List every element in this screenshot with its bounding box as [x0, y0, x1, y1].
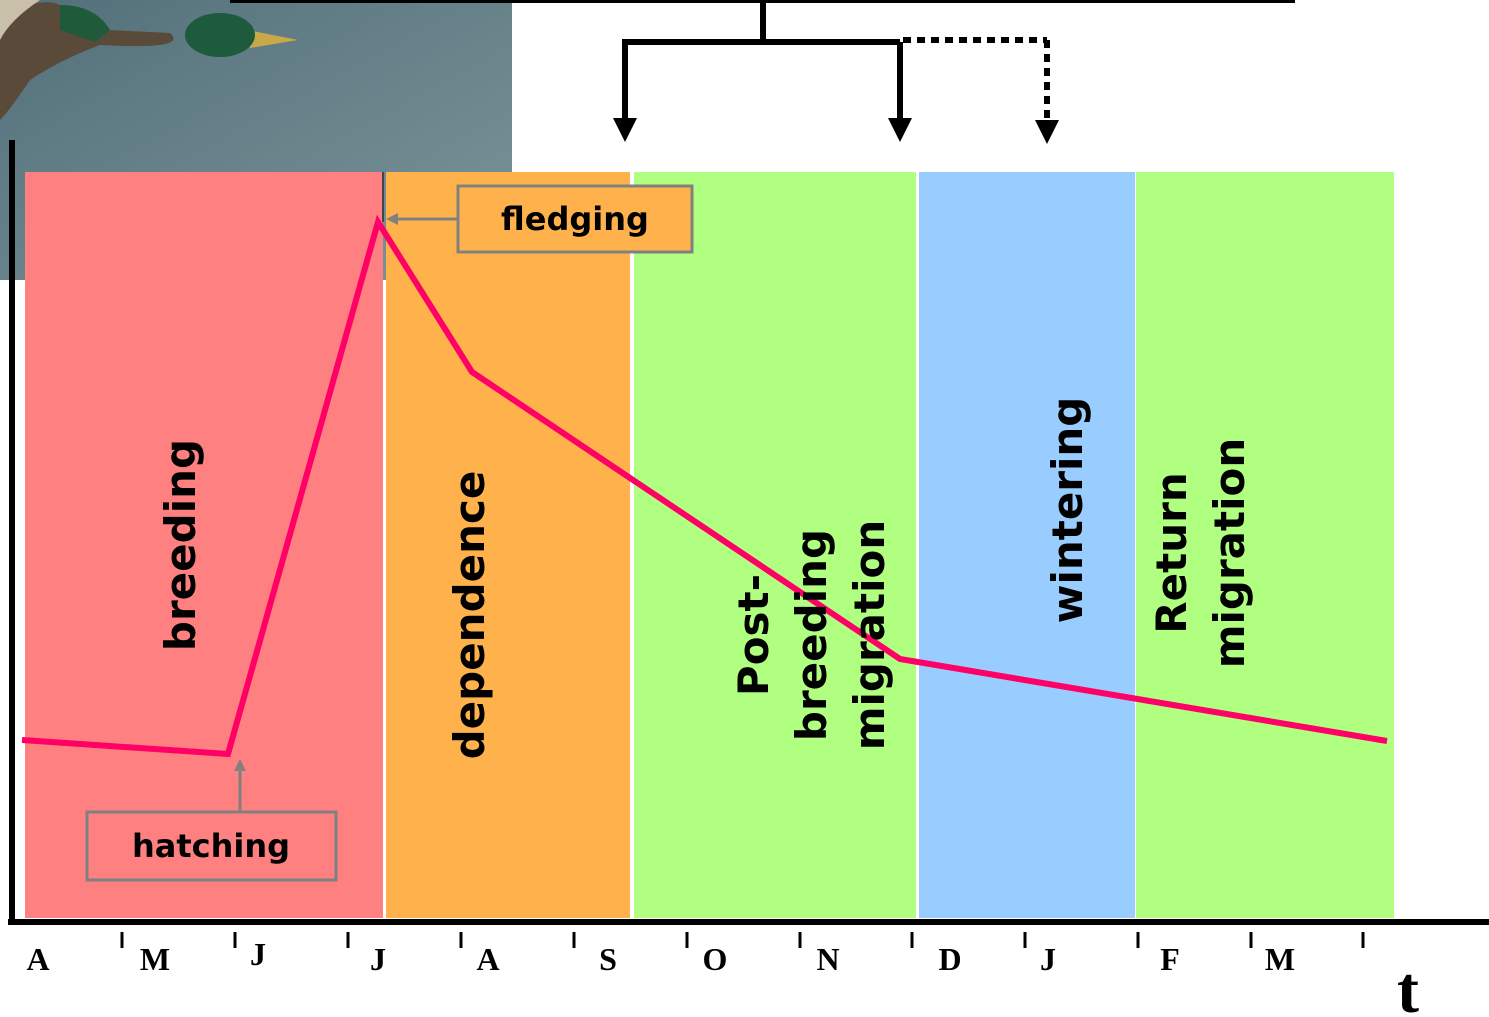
phase-label: breeding [156, 439, 205, 651]
hatching-box [85, 810, 338, 882]
month-label: J [1040, 941, 1056, 977]
band-return [1136, 172, 1394, 918]
phase-label: dependence [445, 471, 494, 760]
fledging-arrowhead [386, 213, 398, 225]
fledging-box [456, 184, 694, 254]
month-label: D [938, 941, 961, 977]
curve [21, 214, 1388, 758]
month-label: A [476, 941, 499, 977]
band-dependence [386, 172, 630, 918]
phase-label: wintering [1043, 397, 1092, 624]
month-label: M [1265, 941, 1295, 977]
hatching-label: hatching [132, 827, 290, 865]
phase-label: migration [845, 520, 894, 751]
month-label: J [370, 941, 386, 977]
phase-label: Post- [729, 574, 778, 696]
month-label: F [1160, 941, 1180, 977]
hatching-arrowhead [234, 759, 246, 771]
phase-label: Return [1147, 472, 1196, 633]
time-axis-label: t [1397, 954, 1419, 1017]
fledging-label: fledging [501, 200, 649, 238]
month-label: N [816, 941, 839, 977]
month-label: S [599, 941, 617, 977]
x-ticks [120, 932, 1365, 948]
month-label: J [250, 936, 266, 972]
phase-label: breeding [787, 529, 836, 741]
band-breeding [25, 172, 383, 918]
phase-label: migration [1205, 438, 1254, 669]
band-post-breeding [634, 172, 916, 918]
band-wintering [919, 172, 1135, 918]
month-label: M [140, 941, 170, 977]
arrowheads [613, 118, 1059, 144]
month-label: A [26, 941, 49, 977]
month-label: O [703, 941, 728, 977]
decision-tree [230, 0, 1295, 120]
